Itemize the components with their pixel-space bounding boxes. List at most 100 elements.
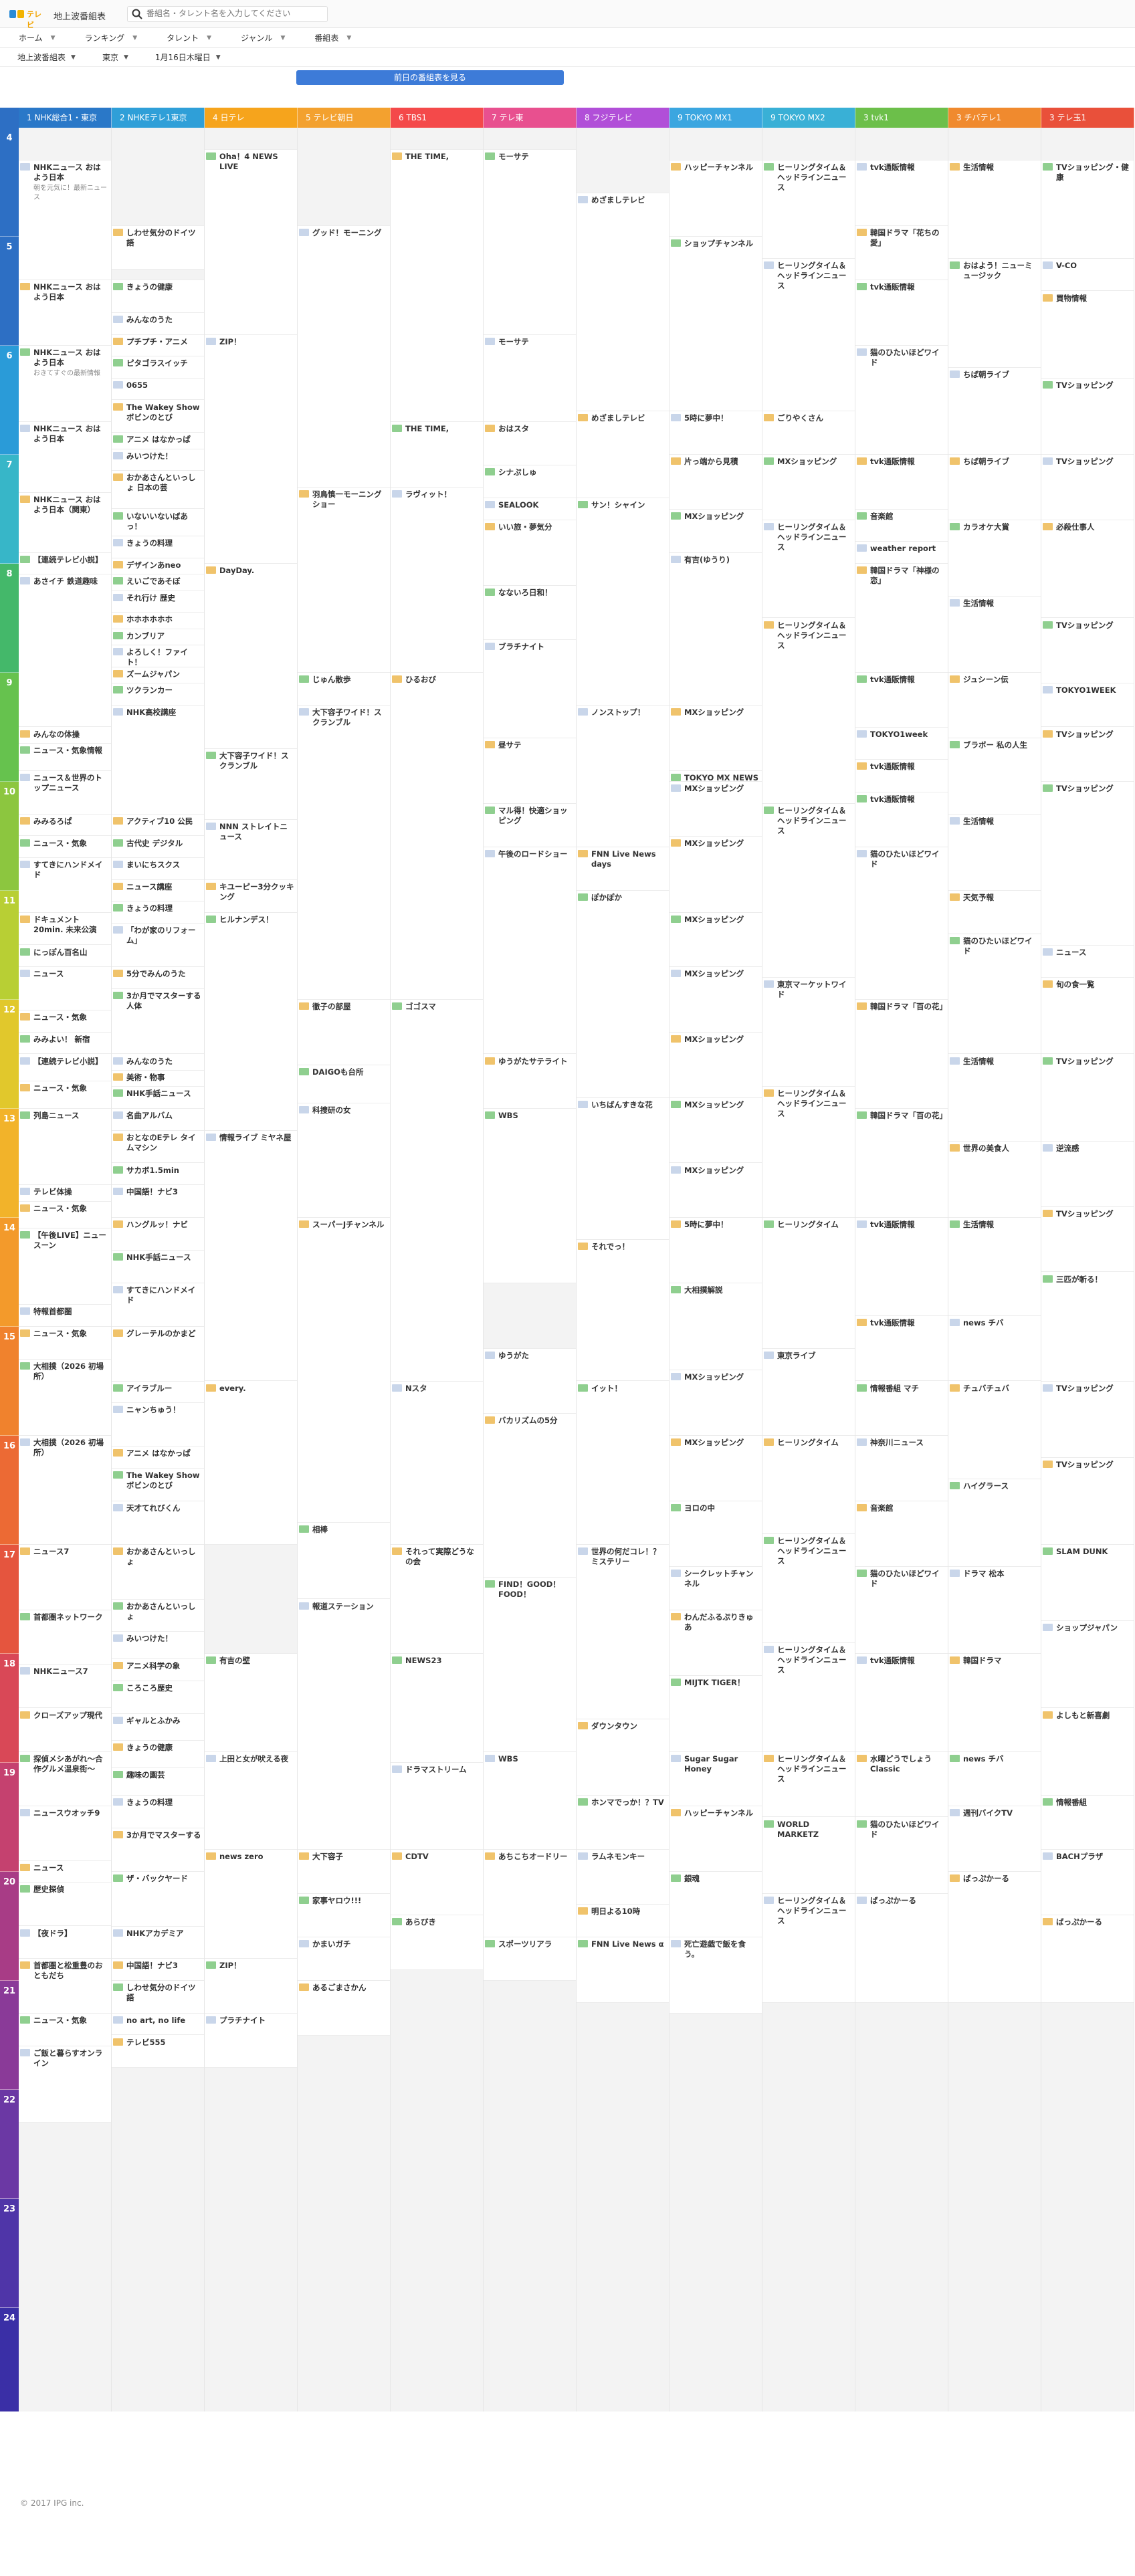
program-cell[interactable]: NHKアカデミア: [112, 1926, 204, 1959]
program-cell[interactable]: おかあさんといっしょ: [112, 1545, 204, 1600]
program-cell[interactable]: ヒーリングタイム＆ヘッドラインニュース: [762, 1642, 855, 1752]
program-cell[interactable]: DAIGOも台所: [298, 1065, 390, 1103]
program-cell[interactable]: tvk通販情報: [855, 673, 948, 728]
program-cell[interactable]: チュバチュバ: [948, 1381, 1041, 1480]
program-cell[interactable]: グレーテルのかまど: [112, 1327, 204, 1382]
program-cell[interactable]: 列島ニュース: [19, 1109, 111, 1186]
program-cell[interactable]: 5時に夢中！: [669, 1218, 762, 1283]
program-cell[interactable]: TOKYO1week: [855, 727, 948, 760]
program-cell[interactable]: ブラチナイト: [484, 640, 576, 738]
program-cell[interactable]: クローズアップ現代: [19, 1708, 111, 1752]
program-cell[interactable]: ご飯と暮らすオンライン: [19, 2046, 111, 2123]
program-cell[interactable]: 【夜ドラ】: [19, 1926, 111, 1959]
program-cell[interactable]: しわせ気分のドイツ語: [112, 225, 204, 270]
program-cell[interactable]: 神奈川ニュース: [855, 1436, 948, 1501]
program-cell[interactable]: ショップジャパン: [1041, 1621, 1134, 1709]
program-cell[interactable]: tvk通販情報: [855, 1315, 948, 1382]
program-cell[interactable]: 三匹が斬る！: [1041, 1272, 1134, 1382]
program-cell[interactable]: あらびき: [391, 1915, 483, 1970]
program-cell[interactable]: 猫のひたいほどワイド: [855, 1817, 948, 1894]
program-cell[interactable]: 5分でみんのうた: [112, 967, 204, 989]
program-cell[interactable]: テレビ555: [112, 2035, 204, 2068]
channel-header[interactable]: 6 TBS1: [391, 108, 484, 128]
program-cell[interactable]: みみるろぱ: [19, 814, 111, 837]
program-cell[interactable]: にっぽん百名山: [19, 945, 111, 968]
program-cell[interactable]: あさイチ 鉄道趣味: [19, 574, 111, 728]
program-cell[interactable]: MXショッピング: [669, 509, 762, 553]
program-cell[interactable]: 韓国ドラマ: [948, 1654, 1041, 1752]
program-cell[interactable]: きょうの料理: [112, 1795, 204, 1828]
program-cell[interactable]: Nスタ: [391, 1381, 483, 1545]
program-cell[interactable]: シナぷしゅ: [484, 465, 576, 499]
program-cell[interactable]: 東京マーケットワイド: [762, 978, 855, 1087]
program-cell[interactable]: ニュース講座: [112, 879, 204, 902]
program-cell[interactable]: プチプチ・アニメ: [112, 334, 204, 357]
program-cell[interactable]: CDTV: [391, 1850, 483, 1916]
program-cell[interactable]: ニュース・気象: [19, 1327, 111, 1360]
program-cell[interactable]: 死亡遊戯で飯を食う。: [669, 1937, 762, 2014]
program-cell[interactable]: それでっ！: [577, 1239, 669, 1382]
program-cell[interactable]: V-CO: [1041, 258, 1134, 292]
program-cell[interactable]: 大下容子: [298, 1850, 390, 1894]
program-cell[interactable]: ノンストップ！: [577, 705, 669, 847]
program-cell[interactable]: news チバ: [948, 1751, 1041, 1807]
program-cell[interactable]: news zero: [205, 1850, 297, 1959]
program-cell[interactable]: ダウンタウン: [577, 1719, 669, 1796]
program-cell[interactable]: NHKニュース おはよう日本 朝を元気に！最新ニュース: [19, 160, 111, 281]
program-cell[interactable]: 猫のひたいほどワイド: [855, 346, 948, 455]
program-cell[interactable]: 韓国ドラマ「花ちの愛」: [855, 225, 948, 281]
program-cell[interactable]: アイラブルー: [112, 1381, 204, 1404]
program-cell[interactable]: The Wakey Show ボビンのとび: [112, 400, 204, 433]
program-cell[interactable]: バカリズムの5分: [484, 1414, 576, 1578]
program-cell[interactable]: プラチナイト: [205, 2013, 297, 2068]
program-cell[interactable]: 美術・物事: [112, 1070, 204, 1087]
program-cell[interactable]: スポーツリアラ: [484, 1937, 576, 1981]
program-cell[interactable]: ニュースウオッチ9: [19, 1806, 111, 1861]
channel-header[interactable]: 8 フジテレビ: [577, 108, 669, 128]
program-cell[interactable]: きょうの料理: [112, 901, 204, 924]
program-cell[interactable]: ハングルッ！ナビ: [112, 1218, 204, 1251]
program-cell[interactable]: ばっぷかーる: [948, 1872, 1041, 2003]
program-cell[interactable]: よろしく！ファイト！: [112, 645, 204, 667]
program-cell[interactable]: 生活情報: [948, 1218, 1041, 1316]
program-cell[interactable]: 午後のロードショー: [484, 847, 576, 1055]
program-cell[interactable]: NHKニュース7: [19, 1665, 111, 1709]
program-cell[interactable]: おはスタ: [484, 422, 576, 466]
program-cell[interactable]: MXショッピング: [669, 1097, 762, 1164]
program-cell[interactable]: WORLD MARKETZ: [762, 1817, 855, 1894]
program-cell[interactable]: NNN ストレイトニュース: [205, 820, 297, 880]
program-cell[interactable]: tvk通販情報: [855, 792, 948, 847]
program-cell[interactable]: FIND！GOOD！FOOD！: [484, 1577, 576, 1752]
program-cell[interactable]: スーパーJチャンネル: [298, 1218, 390, 1523]
program-cell[interactable]: MXショッピング: [669, 1032, 762, 1098]
program-cell[interactable]: まいにちスクス: [112, 858, 204, 880]
program-cell[interactable]: 大相撲（2026 初場所）: [19, 1359, 111, 1436]
program-cell[interactable]: イット！: [577, 1381, 669, 1545]
program-cell[interactable]: ころころ歴史: [112, 1681, 204, 1714]
program-cell[interactable]: 生活情報: [948, 814, 1041, 891]
program-cell[interactable]: ヒーリングタイム＆ヘッドラインニュース: [762, 258, 855, 411]
program-cell[interactable]: ニュース・気象: [19, 1010, 111, 1033]
program-cell[interactable]: ホンマでっか！？TV: [577, 1795, 669, 1850]
program-cell[interactable]: SLAM DUNK: [1041, 1545, 1134, 1622]
program-cell[interactable]: MXショッピング: [669, 1163, 762, 1218]
channel-header[interactable]: 3 チバテレ1: [948, 108, 1041, 128]
prev-day-button[interactable]: 前日の番組表を見る: [296, 70, 564, 85]
region-select[interactable]: 東京 ▼: [102, 53, 128, 62]
program-cell[interactable]: NHK手話ニュース: [112, 1087, 204, 1109]
program-cell[interactable]: 銀魂: [669, 1872, 762, 1937]
program-cell[interactable]: MXショッピング: [669, 705, 762, 771]
search-icon[interactable]: [132, 9, 142, 19]
program-cell[interactable]: tvk通販情報: [855, 1654, 948, 1752]
program-cell[interactable]: えいごであそぼ: [112, 574, 204, 591]
program-cell[interactable]: いないいないばあっ！: [112, 509, 204, 537]
program-cell[interactable]: SEALOOK: [484, 498, 576, 520]
program-cell[interactable]: 大下容子ワイド！スクランブル: [298, 705, 390, 1000]
program-cell[interactable]: 水曜どうでしょうClassic: [855, 1751, 948, 1818]
program-cell[interactable]: MXショッピング: [669, 782, 762, 837]
program-cell[interactable]: MXショッピング: [669, 836, 762, 913]
program-cell[interactable]: それ行け 歴史: [112, 591, 204, 613]
search-input[interactable]: [146, 9, 324, 18]
program-cell[interactable]: FNN Live News days: [577, 847, 669, 891]
program-cell[interactable]: 特報首都圏: [19, 1305, 111, 1327]
